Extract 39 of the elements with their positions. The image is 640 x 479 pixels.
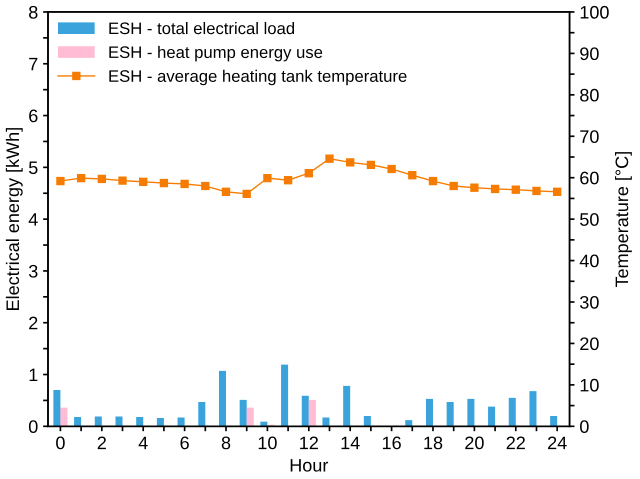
x-tick-label: 24 bbox=[548, 436, 567, 450]
x-tick-label: 10 bbox=[258, 436, 277, 450]
y2-tick-label: 60 bbox=[580, 172, 599, 184]
legend-label: ESH - total electrical load bbox=[109, 22, 294, 34]
y2-tick-label: 50 bbox=[580, 213, 599, 226]
legend-label: ESH - average heating tank temperature bbox=[109, 70, 407, 86]
y-tick-label: 4 bbox=[28, 213, 38, 226]
y-tick-label: 1 bbox=[30, 368, 38, 382]
y-tick-label: 2 bbox=[29, 316, 38, 330]
x-tick-label: 6 bbox=[180, 436, 189, 450]
y-tick-label: 7 bbox=[29, 58, 38, 70]
x-tick-label: 16 bbox=[382, 436, 401, 450]
y2-tick-label: 80 bbox=[580, 88, 599, 102]
y2-tick-label: 100 bbox=[580, 6, 609, 19]
x-tick-label: 14 bbox=[342, 436, 360, 450]
x-tick-label: 12 bbox=[300, 436, 318, 450]
y2-tick-label: 0 bbox=[580, 420, 589, 434]
y2-tick-label: 90 bbox=[580, 47, 599, 60]
y-axis-title: Electrical energy [kWh] bbox=[6, 128, 23, 310]
y2-tick-label: 70 bbox=[580, 130, 599, 143]
x-tick-label: 4 bbox=[138, 436, 148, 450]
y-tick-label: 6 bbox=[29, 109, 38, 122]
x-tick-label: 0 bbox=[56, 436, 65, 450]
x-tick-label: 2 bbox=[98, 436, 106, 450]
y-tick-label: 5 bbox=[28, 161, 38, 174]
legend-label: ESH - heat pump energy use bbox=[109, 46, 322, 62]
y2-tick-label: 20 bbox=[580, 337, 599, 350]
x-tick-label: 18 bbox=[424, 436, 442, 450]
y2-tick-label: 10 bbox=[580, 378, 599, 392]
y-tick-label: 8 bbox=[29, 6, 38, 19]
y2-tick-label: 30 bbox=[580, 296, 599, 309]
y-tick-label: 3 bbox=[28, 264, 38, 278]
y2-tick-label: 40 bbox=[580, 254, 599, 268]
y2-axis-title: Temperature [°C] bbox=[615, 152, 632, 288]
x-axis-title: Hour bbox=[290, 459, 328, 472]
x-tick-label: 22 bbox=[506, 436, 525, 450]
y-tick-label: 0 bbox=[28, 420, 38, 434]
x-tick-label: 8 bbox=[222, 436, 230, 450]
x-tick-label: 20 bbox=[465, 436, 484, 450]
